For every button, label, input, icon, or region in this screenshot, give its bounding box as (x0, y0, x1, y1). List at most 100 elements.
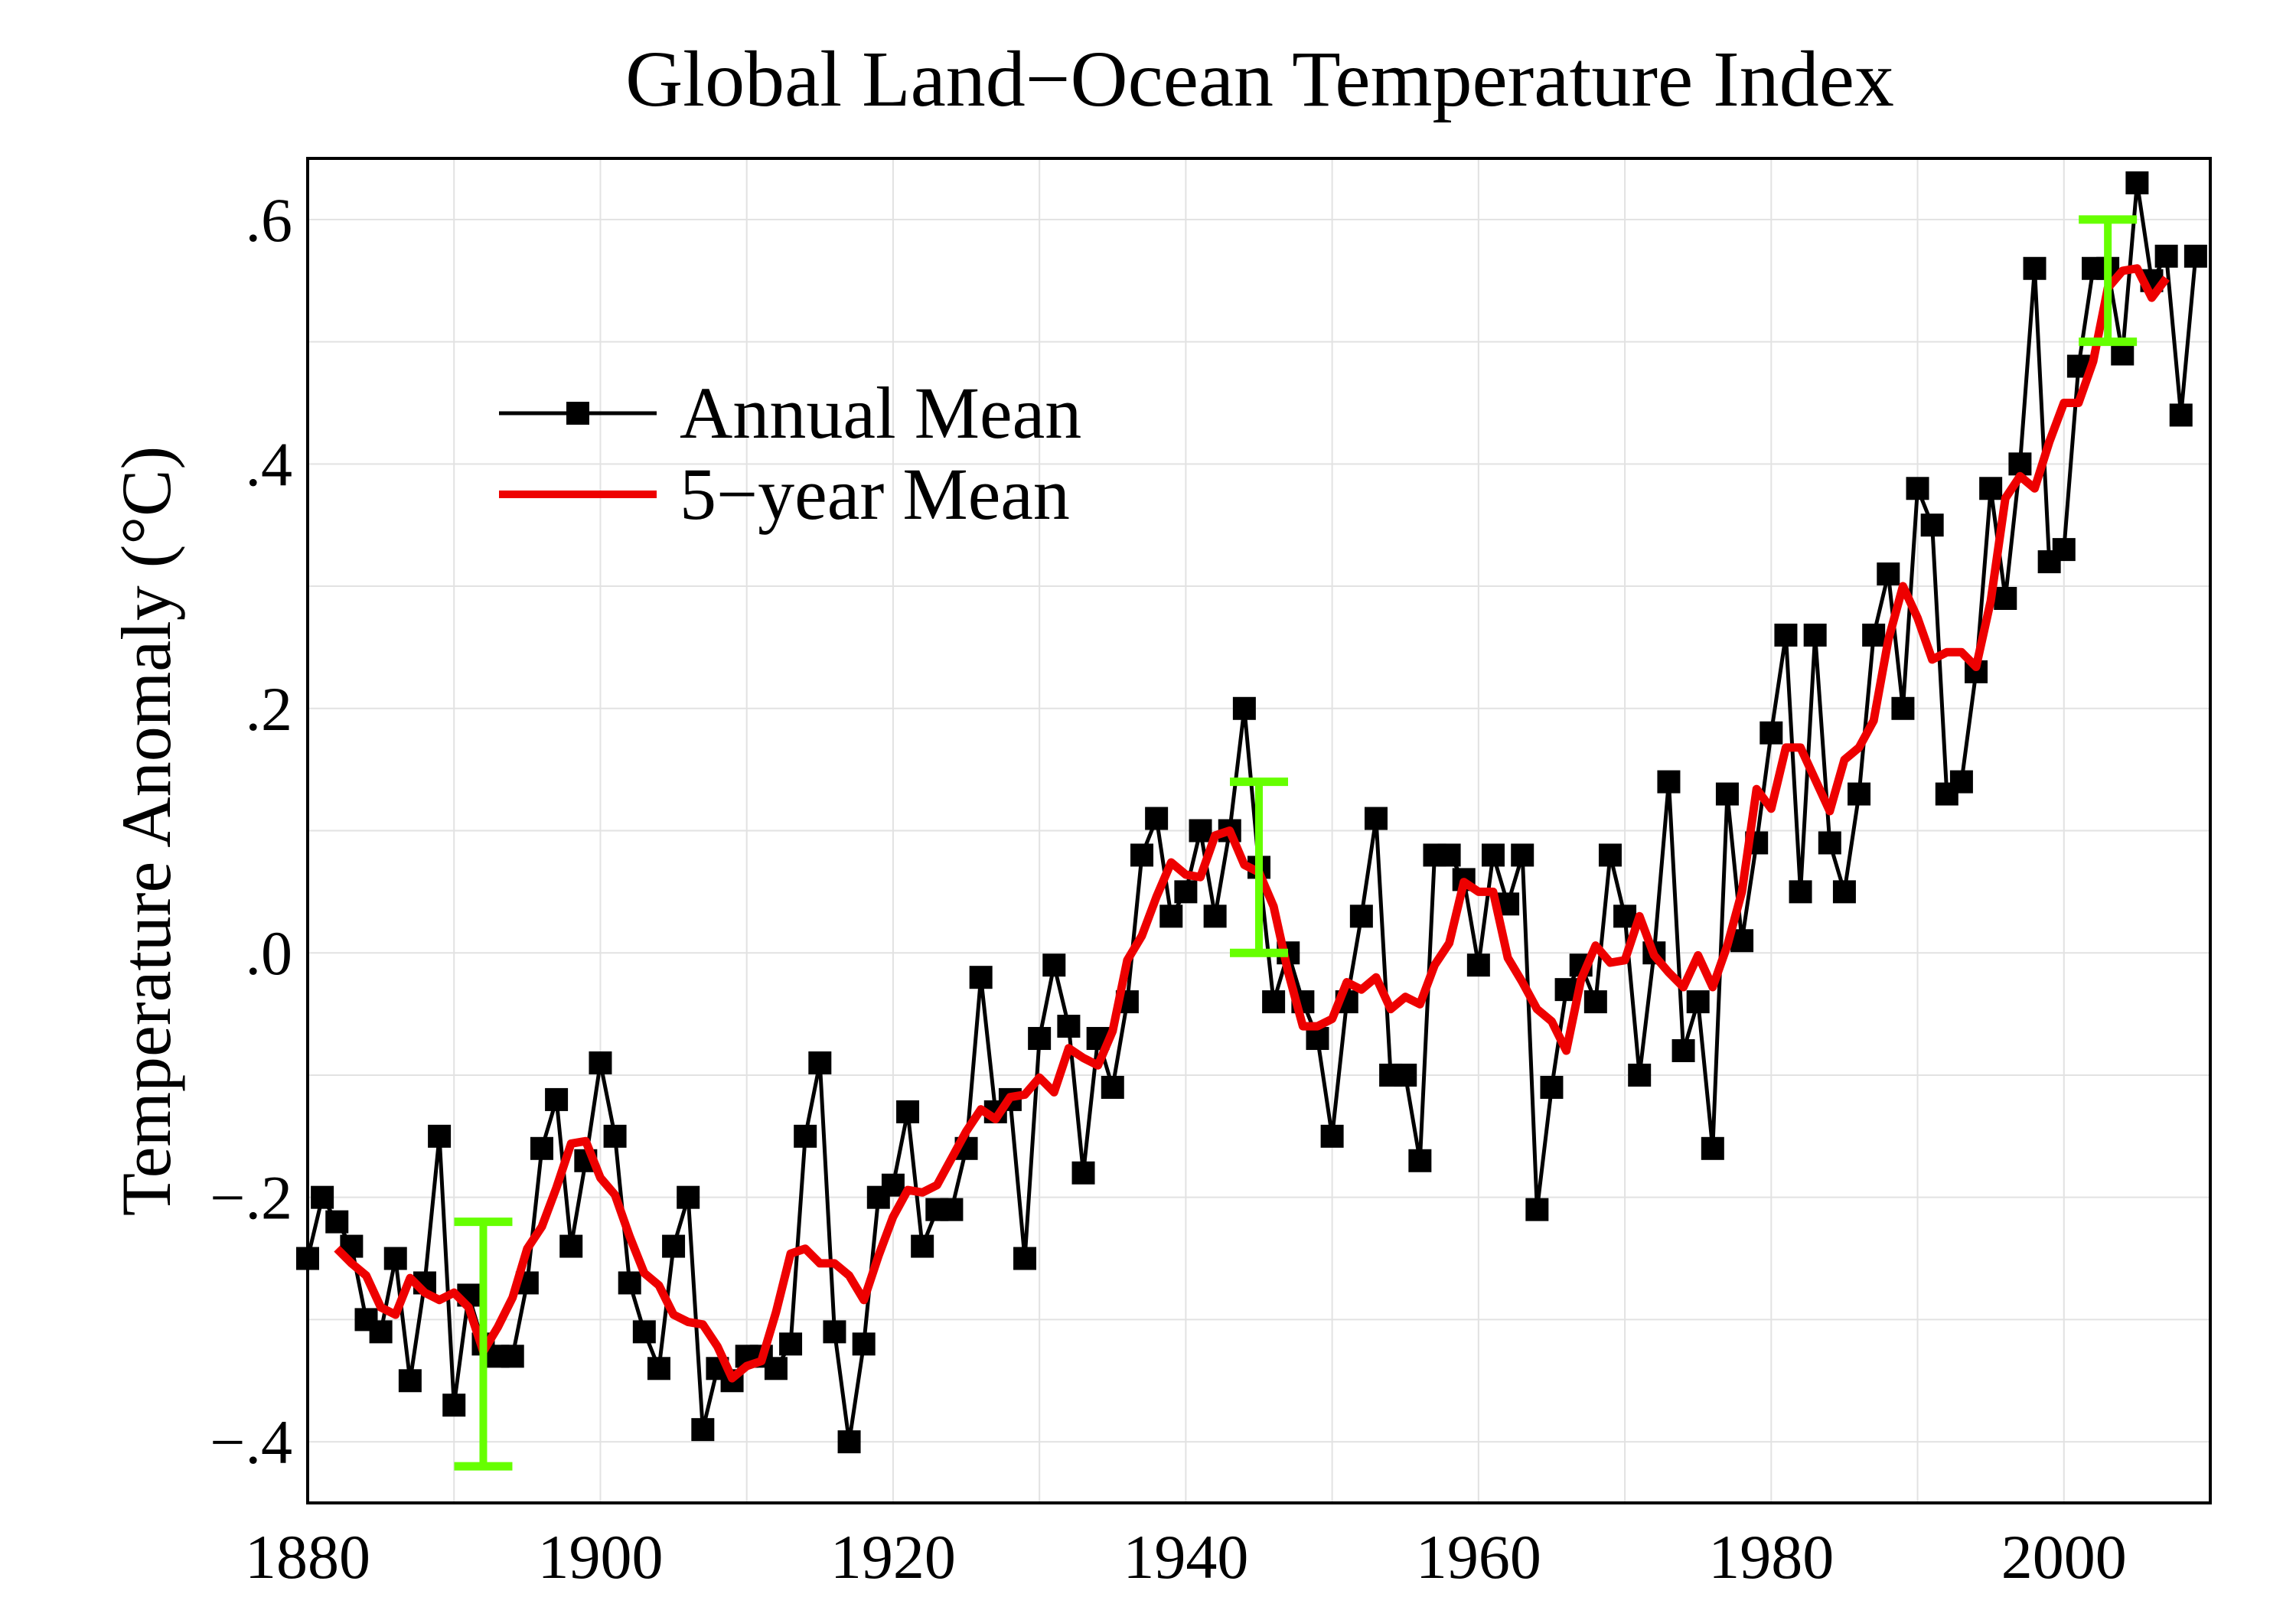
annual-mean-point (1306, 1027, 1329, 1051)
annual-mean-point (764, 1357, 788, 1380)
annual-mean-point (1789, 880, 1812, 904)
annual-mean-point (1628, 1063, 1652, 1087)
five-year-mean-line (334, 264, 2170, 1383)
annual-mean-point (1394, 1063, 1417, 1087)
annual-mean-point (1071, 1161, 1095, 1185)
legend-annual-marker (566, 402, 589, 425)
annual-mean-point (2023, 256, 2047, 280)
annual-mean-point (530, 1136, 553, 1160)
annual-mean-point (1189, 819, 1212, 843)
annual-mean-point (940, 1198, 964, 1221)
annual-mean-point (1891, 696, 1915, 720)
annual-mean-point (1760, 721, 1783, 745)
annual-mean-point (1101, 1075, 1124, 1099)
uncertainty-error-bar (1230, 777, 1288, 957)
y-tick-label: .0 (246, 918, 293, 988)
annual-mean-point (794, 1124, 817, 1148)
annual-mean-point (1671, 1039, 1695, 1063)
annual-mean-point (383, 1247, 407, 1270)
legend-5yr-label: 5−year Mean (680, 453, 1070, 535)
annual-mean-point (1057, 1015, 1081, 1038)
x-tick-label: 1880 (245, 1522, 370, 1592)
annual-mean-point (1320, 1124, 1344, 1148)
annual-mean-point (603, 1124, 627, 1148)
annual-mean-point (1877, 562, 1900, 586)
annual-mean-point (1466, 953, 1490, 977)
annual-mean-point (647, 1357, 670, 1380)
annual-mean-point (1920, 513, 1944, 537)
annual-mean-line (305, 181, 2198, 1444)
annual-mean-point (881, 1173, 905, 1197)
annual-mean-point (2169, 403, 2193, 427)
x-tick-label: 1940 (1123, 1522, 1248, 1592)
annual-mean-point (325, 1210, 349, 1234)
annual-mean-point (632, 1320, 656, 1344)
annual-mean-point (1511, 843, 1534, 867)
annual-mean-point (1540, 1075, 1564, 1099)
annual-mean-point (1774, 623, 1798, 647)
annual-mean-point (589, 1051, 612, 1074)
plot-frame (306, 157, 2212, 1504)
annual-mean-point (1525, 1198, 1549, 1221)
x-tick-label: 2000 (2001, 1522, 2127, 1592)
y-tick-label: .6 (246, 185, 293, 255)
annual-mean-point (1715, 782, 1739, 806)
annual-mean-point (1364, 807, 1388, 830)
annual-mean-point (1232, 696, 1256, 720)
annual-mean-point (559, 1234, 583, 1258)
legend: Annual Mean 5−year Mean (499, 372, 1081, 535)
annual-mean-point (2111, 342, 2135, 366)
annual-mean-point (1613, 905, 1637, 928)
x-tick-label: 1960 (1416, 1522, 1541, 1592)
uncertainty-error-bar (454, 1217, 513, 1471)
uncertainty-error-bar (2079, 215, 2138, 347)
annual-mean-point (1042, 953, 1066, 977)
annual-mean-point (1949, 770, 1973, 794)
annual-mean-point (545, 1087, 569, 1111)
y-axis-label: Temperature Anomaly (°C) (107, 446, 185, 1216)
annual-mean-point (1583, 990, 1607, 1014)
annual-mean-point (823, 1320, 846, 1344)
annual-mean-point (311, 1185, 334, 1209)
annual-mean-point (691, 1418, 715, 1442)
annual-mean-point (808, 1051, 832, 1074)
annual-mean-point (1818, 831, 1841, 855)
x-tick-label: 1900 (537, 1522, 663, 1592)
annual-mean-point (2008, 452, 2032, 476)
annual-mean-point (369, 1320, 393, 1344)
annual-mean-point (1203, 905, 1227, 928)
legend-annual-label: Annual Mean (680, 372, 1081, 454)
annual-mean-point (969, 966, 993, 989)
annual-mean-point (1686, 990, 1710, 1014)
annual-mean-point (1598, 843, 1622, 867)
annual-mean-point (2125, 171, 2149, 194)
y-tick-label: .2 (246, 674, 293, 744)
annual-mean-point (677, 1185, 700, 1209)
x-tick-label: 1920 (830, 1522, 956, 1592)
annual-mean-point (1145, 807, 1169, 830)
annual-mean-point (618, 1271, 641, 1295)
annual-mean-point (1862, 623, 1886, 647)
annual-mean-point (1481, 843, 1505, 867)
annual-mean-point (1803, 623, 1827, 647)
annual-mean-point (911, 1234, 934, 1258)
annual-mean-point (1013, 1247, 1037, 1270)
y-tick-label: −.4 (210, 1407, 292, 1477)
annual-mean-point (1906, 477, 1929, 500)
annual-mean-point (1159, 905, 1183, 928)
annual-mean-point (837, 1430, 861, 1454)
annual-mean-point (1174, 880, 1198, 904)
annual-mean-point (1848, 782, 1871, 806)
annual-mean-point (2183, 244, 2207, 268)
annual-mean-point (442, 1393, 466, 1417)
annual-mean-point (2154, 244, 2178, 268)
annual-mean-point (398, 1369, 422, 1393)
annual-mean-point (1408, 1149, 1432, 1172)
annual-mean-point (1028, 1027, 1052, 1051)
annual-mean-point (1994, 587, 2017, 611)
annual-mean-point (2052, 538, 2076, 562)
annual-mean-point (1832, 880, 1856, 904)
plot-marks (296, 171, 2207, 1471)
annual-mean-point (1701, 1136, 1724, 1160)
